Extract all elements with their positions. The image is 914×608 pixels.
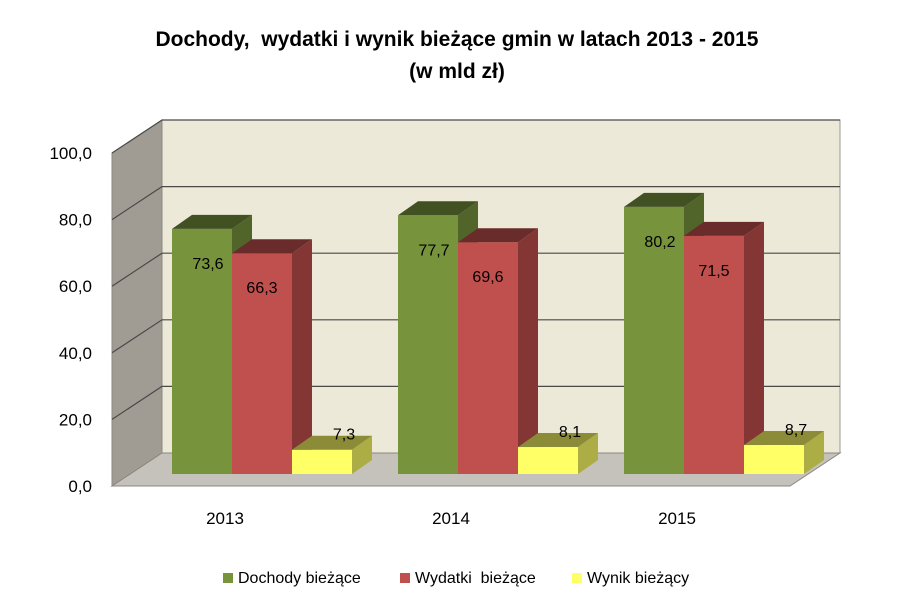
legend-swatch — [223, 573, 233, 583]
x-category-label: 2015 — [658, 509, 696, 528]
data-label: 8,7 — [785, 422, 807, 439]
bar-wydatki-bieżące-front — [684, 235, 744, 474]
chart-title: Dochody, wydatki i wynik bieżące gmin w … — [0, 24, 914, 88]
legend-label: Wynik bieżący — [587, 570, 689, 587]
legend-swatch — [400, 573, 410, 583]
data-label: 8,1 — [559, 424, 581, 441]
data-label: 80,2 — [644, 234, 675, 251]
gridline — [111, 385, 840, 420]
y-tick-label: 60,0 — [59, 277, 92, 296]
bar-wynik-bieżący-front — [292, 449, 352, 474]
bar-wynik-bieżący-front — [744, 445, 804, 474]
y-tick-label: 100,0 — [49, 144, 92, 163]
gridline — [111, 319, 840, 354]
bar-top — [624, 192, 704, 207]
chart-title-line-2: (w mld zł) — [409, 60, 505, 83]
gridline — [111, 252, 840, 287]
legend-label: Dochody bieżące — [238, 570, 361, 587]
y-tick-label: 80,0 — [59, 211, 92, 230]
bar-side — [744, 221, 764, 474]
data-label: 69,6 — [472, 269, 503, 286]
x-category-label: 2014 — [432, 509, 470, 528]
gridline — [111, 119, 840, 154]
bar-side — [352, 435, 372, 474]
legend-swatch — [572, 573, 582, 583]
bar-top — [232, 239, 312, 254]
side-wall — [111, 119, 163, 487]
bar-top — [458, 228, 538, 243]
bar-top — [744, 431, 824, 446]
bar-dochody-bieżące-front — [398, 215, 458, 474]
chart-title-line-1: Dochody, wydatki i wynik bieżące gmin w … — [155, 28, 759, 51]
bar-side — [804, 431, 824, 474]
bar-dochody-bieżące-front — [624, 206, 684, 474]
bar-side — [292, 239, 312, 474]
bar-dochody-bieżące-front — [172, 228, 232, 474]
bar-wydatki-bieżące-front — [232, 253, 292, 474]
bar-top — [518, 433, 598, 448]
bar-top — [398, 201, 478, 216]
y-tick-label: 0,0 — [68, 477, 92, 496]
y-tick-label: 20,0 — [59, 410, 92, 429]
legend-label: Wydatki bieżące — [415, 570, 536, 587]
y-tick-label: 40,0 — [59, 344, 92, 363]
bar-wynik-bieżący-front — [518, 447, 578, 474]
bar-top — [684, 221, 764, 236]
bar-side — [518, 228, 538, 474]
data-label: 77,7 — [418, 242, 449, 259]
bar-side — [578, 433, 598, 474]
bar-top — [292, 435, 372, 450]
data-label: 7,3 — [333, 427, 355, 444]
data-label: 71,5 — [698, 263, 729, 280]
bar-top — [172, 214, 252, 229]
data-label: 73,6 — [192, 256, 223, 273]
x-category-label: 2013 — [206, 509, 244, 528]
bar-wydatki-bieżące-front — [458, 242, 518, 474]
data-label: 66,3 — [246, 280, 277, 297]
gridline — [111, 186, 840, 221]
